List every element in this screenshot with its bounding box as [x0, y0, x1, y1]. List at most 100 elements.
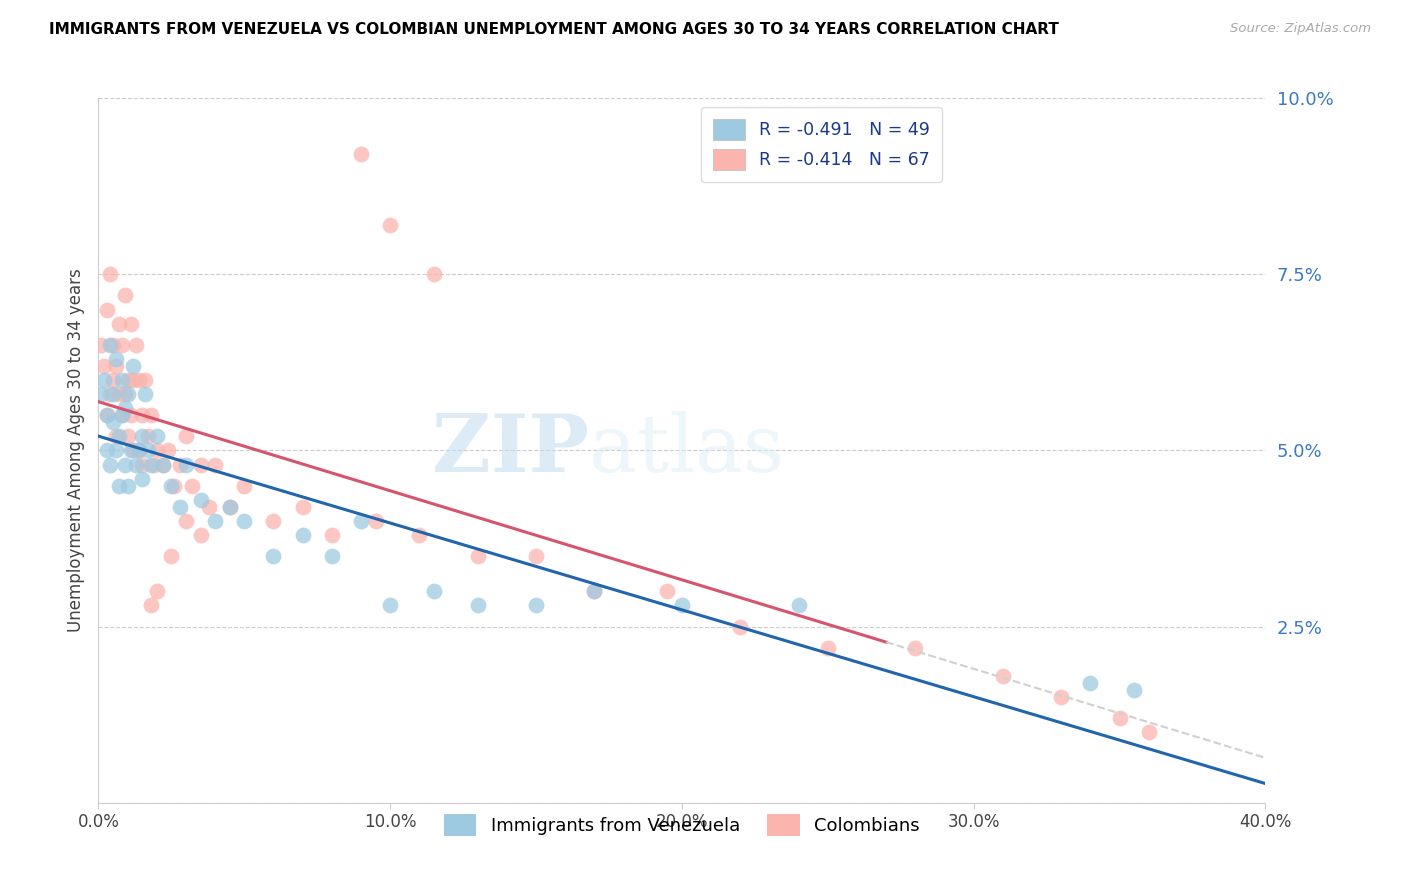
Point: [218, 500, 240, 514]
Point: [122, 373, 145, 387]
Point: [350, 147, 373, 161]
Point: [146, 429, 169, 443]
Point: [152, 458, 174, 472]
Point: [190, 458, 212, 472]
Point: [233, 514, 256, 528]
Point: [96, 443, 118, 458]
Point: [169, 458, 191, 472]
Point: [101, 387, 124, 401]
Point: [96, 408, 118, 422]
Point: [408, 528, 430, 542]
Point: [111, 408, 134, 422]
Point: [198, 500, 221, 514]
Point: [98, 337, 121, 351]
Point: [128, 443, 150, 458]
Point: [364, 514, 387, 528]
Point: [101, 337, 124, 351]
Point: [114, 387, 136, 401]
Point: [190, 492, 212, 507]
Point: [131, 458, 153, 472]
Text: Source: ZipAtlas.com: Source: ZipAtlas.com: [1230, 22, 1371, 36]
Point: [204, 458, 226, 472]
Point: [117, 478, 139, 492]
Point: [174, 429, 197, 443]
Point: [90, 337, 112, 351]
Point: [98, 387, 121, 401]
Point: [160, 478, 183, 492]
Point: [174, 514, 197, 528]
Point: [134, 387, 156, 401]
Point: [101, 373, 124, 387]
Point: [291, 528, 314, 542]
Point: [1108, 711, 1130, 725]
Point: [190, 528, 212, 542]
Text: atlas: atlas: [589, 411, 783, 490]
Point: [787, 599, 810, 613]
Point: [90, 387, 112, 401]
Point: [1080, 676, 1102, 690]
Point: [104, 429, 127, 443]
Point: [350, 514, 373, 528]
Point: [380, 599, 402, 613]
Point: [423, 268, 446, 282]
Y-axis label: Unemployment Among Ages 30 to 34 years: Unemployment Among Ages 30 to 34 years: [66, 268, 84, 632]
Point: [524, 549, 547, 564]
Legend: Immigrants from Venezuela, Colombians: Immigrants from Venezuela, Colombians: [433, 803, 931, 847]
Point: [108, 317, 131, 331]
Point: [117, 373, 139, 387]
Point: [122, 443, 145, 458]
Point: [93, 373, 115, 387]
Point: [108, 429, 131, 443]
Text: ZIP: ZIP: [432, 411, 589, 490]
Point: [117, 387, 139, 401]
Point: [169, 500, 191, 514]
Point: [1050, 690, 1073, 705]
Point: [98, 458, 121, 472]
Point: [157, 443, 180, 458]
Point: [131, 429, 153, 443]
Point: [321, 528, 343, 542]
Point: [583, 584, 606, 599]
Point: [730, 619, 752, 633]
Point: [108, 478, 131, 492]
Point: [96, 302, 118, 317]
Point: [128, 443, 150, 458]
Point: [114, 401, 136, 416]
Point: [136, 443, 159, 458]
Point: [233, 478, 256, 492]
Point: [108, 387, 131, 401]
Point: [131, 408, 153, 422]
Point: [114, 288, 136, 302]
Point: [136, 429, 159, 443]
Point: [122, 359, 145, 373]
Point: [152, 458, 174, 472]
Point: [467, 599, 489, 613]
Point: [125, 337, 148, 351]
Point: [139, 408, 162, 422]
Point: [467, 549, 489, 564]
Point: [134, 373, 156, 387]
Point: [125, 458, 148, 472]
Point: [291, 500, 314, 514]
Point: [104, 351, 127, 366]
Point: [657, 584, 679, 599]
Point: [111, 408, 134, 422]
Point: [120, 443, 142, 458]
Point: [111, 337, 134, 351]
Point: [128, 373, 150, 387]
Point: [583, 584, 606, 599]
Point: [218, 500, 240, 514]
Point: [904, 640, 927, 655]
Point: [163, 478, 186, 492]
Point: [262, 514, 284, 528]
Point: [174, 458, 197, 472]
Point: [101, 415, 124, 429]
Point: [146, 584, 169, 599]
Point: [180, 478, 202, 492]
Point: [524, 599, 547, 613]
Point: [114, 458, 136, 472]
Point: [131, 472, 153, 486]
Point: [262, 549, 284, 564]
Point: [1123, 683, 1146, 698]
Point: [117, 429, 139, 443]
